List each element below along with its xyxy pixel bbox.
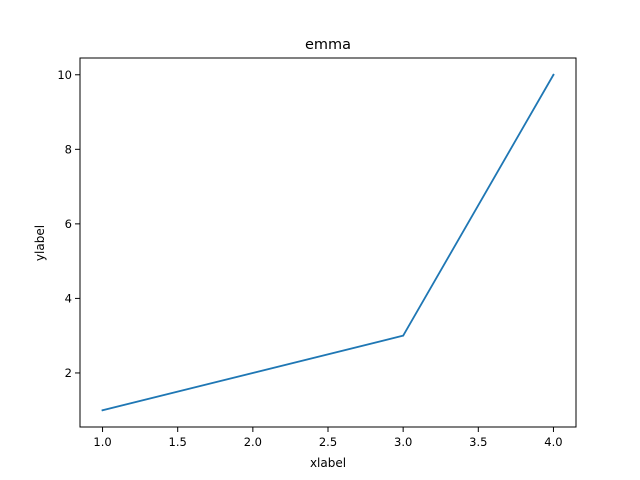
- data-point: [552, 73, 555, 76]
- x-tick-label: 2.0: [244, 435, 262, 449]
- data-point: [402, 334, 405, 337]
- series-layer: [101, 73, 555, 412]
- x-axis-ticks: 1.0 1.5 2.0 2.5 3.0 3.5 4.0: [93, 427, 563, 449]
- y-tick-label: 10: [57, 68, 72, 82]
- chart-title: emma: [305, 37, 351, 53]
- plot-area: 1.0 1.5 2.0 2.5 3.0 3.5 4.0 2 4 6 8 10: [57, 57, 577, 449]
- plot-frame: [79, 57, 577, 428]
- data-point: [101, 409, 104, 412]
- y-tick-label: 4: [65, 291, 72, 305]
- x-tick-label: 1.0: [93, 435, 111, 449]
- x-tick-label: 1.5: [169, 435, 187, 449]
- y-tick-label: 6: [65, 217, 72, 231]
- y-tick-label: 2: [65, 366, 72, 380]
- y-axis-ticks: 2 4 6 8 10: [57, 68, 80, 380]
- series-line-0: [101, 73, 555, 412]
- y-axis-label: ylabel: [33, 225, 47, 261]
- x-tick-label: 4.0: [544, 435, 562, 449]
- x-tick-label: 2.5: [319, 435, 337, 449]
- x-axis-label: xlabel: [310, 456, 346, 470]
- x-tick-label: 3.0: [394, 435, 412, 449]
- x-tick-label: 3.5: [469, 435, 487, 449]
- y-tick-label: 8: [65, 142, 72, 156]
